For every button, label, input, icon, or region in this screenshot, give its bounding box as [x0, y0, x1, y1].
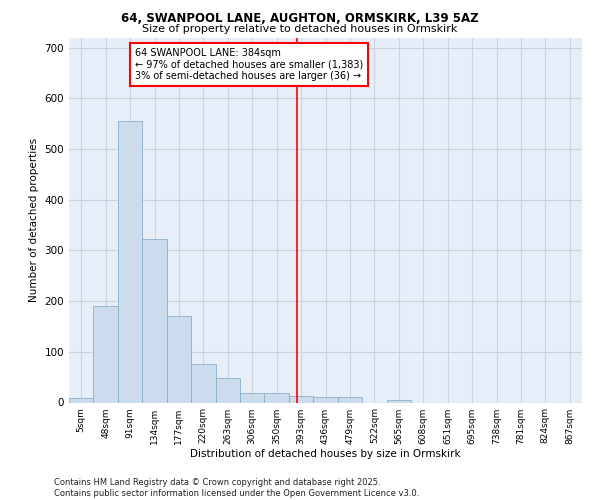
Bar [215, 378, 240, 402]
Text: 64, SWANPOOL LANE, AUGHTON, ORMSKIRK, L39 5AZ: 64, SWANPOOL LANE, AUGHTON, ORMSKIRK, L3… [121, 12, 479, 26]
Bar [313, 397, 338, 402]
Text: 64 SWANPOOL LANE: 384sqm
← 97% of detached houses are smaller (1,383)
3% of semi: 64 SWANPOOL LANE: 384sqm ← 97% of detach… [135, 48, 363, 81]
Bar [167, 316, 191, 402]
Text: Contains HM Land Registry data © Crown copyright and database right 2025.
Contai: Contains HM Land Registry data © Crown c… [54, 478, 419, 498]
Bar [94, 306, 118, 402]
X-axis label: Distribution of detached houses by size in Ormskirk: Distribution of detached houses by size … [190, 450, 461, 460]
Text: Size of property relative to detached houses in Ormskirk: Size of property relative to detached ho… [142, 24, 458, 34]
Bar [386, 400, 411, 402]
Bar [289, 396, 313, 402]
Bar [338, 398, 362, 402]
Bar [240, 394, 265, 402]
Bar [265, 394, 289, 402]
Bar [118, 121, 142, 402]
Bar [191, 364, 215, 403]
Bar [142, 239, 167, 402]
Y-axis label: Number of detached properties: Number of detached properties [29, 138, 39, 302]
Bar [69, 398, 94, 402]
